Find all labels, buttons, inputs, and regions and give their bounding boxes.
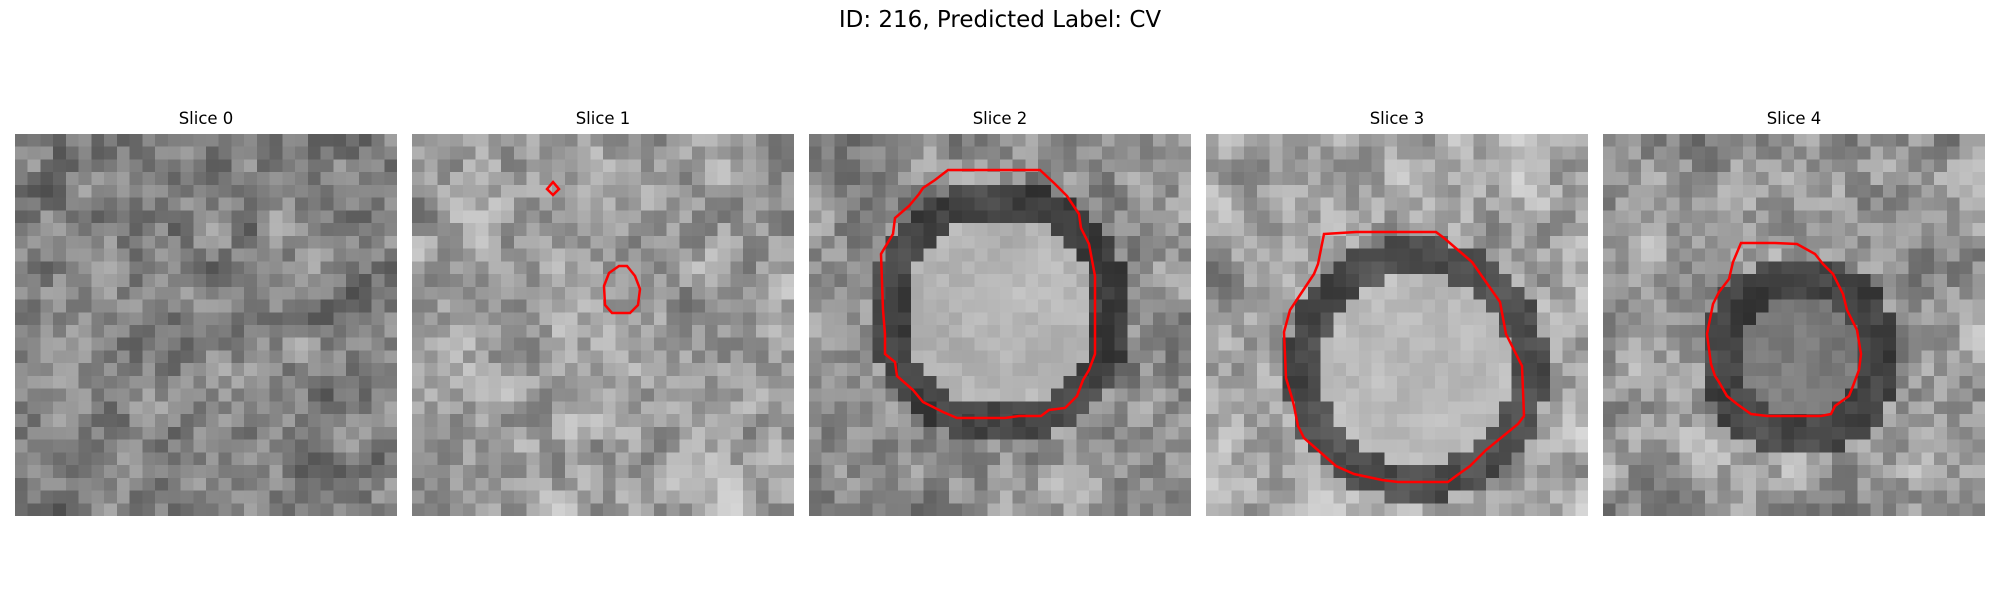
contour-small: [602, 264, 642, 315]
slice-panel-3: Slice 3: [1206, 108, 1588, 516]
slice-title: Slice 0: [178, 109, 234, 128]
contour-overlay: [879, 168, 1097, 420]
slice-panel-2: Slice 2: [809, 108, 1191, 516]
slice-panel-1: Slice 1: [412, 108, 794, 516]
slice-image: [1206, 134, 1588, 516]
figure-title: ID: 216, Predicted Label: CV: [838, 7, 1162, 33]
slice-image: [809, 134, 1191, 516]
contour-overlay: [1282, 230, 1526, 484]
contour-overlay: [545, 180, 642, 315]
slice-title: Slice 2: [972, 109, 1028, 128]
contour-large: [1282, 230, 1526, 484]
slice-title: Slice 3: [1369, 109, 1425, 128]
slice-title: Slice 1: [575, 109, 631, 128]
slice-image: [15, 134, 397, 516]
contour-overlay: [1705, 241, 1863, 418]
slice-image: [1603, 134, 1985, 516]
slice-panel-4: Slice 4: [1603, 108, 1985, 516]
contour-medium: [1705, 241, 1863, 418]
slice-title: Slice 4: [1766, 109, 1822, 128]
slice-panel-0: Slice 0: [15, 108, 397, 516]
slice-image: [412, 134, 794, 516]
contour-large: [879, 168, 1097, 420]
contour-marker: [545, 180, 561, 197]
